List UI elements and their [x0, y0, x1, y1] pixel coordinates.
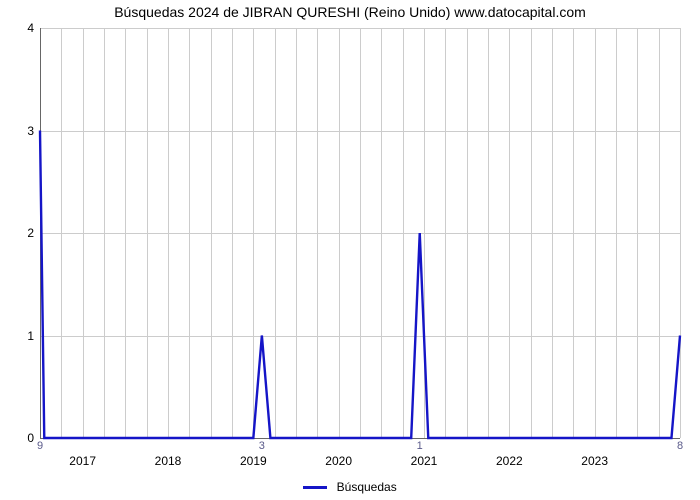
- grid-line-v-major: [680, 28, 681, 438]
- value-label: 9: [37, 440, 43, 452]
- x-tick-label: 2018: [155, 454, 182, 468]
- legend-swatch: [303, 486, 327, 489]
- y-tick-label: 1: [27, 329, 34, 343]
- y-tick-label: 2: [27, 226, 34, 240]
- x-tick-label: 2017: [69, 454, 96, 468]
- y-tick-label: 0: [27, 431, 34, 445]
- y-tick-label: 3: [27, 124, 34, 138]
- value-label: 3: [259, 440, 265, 452]
- plot-area: 0123420172018201920202021202220239318: [40, 28, 680, 438]
- x-tick-label: 2022: [496, 454, 523, 468]
- x-tick-label: 2019: [240, 454, 267, 468]
- x-tick-label: 2020: [325, 454, 352, 468]
- legend-label: Búsquedas: [337, 480, 397, 494]
- value-label: 1: [417, 440, 423, 452]
- chart-container: Búsquedas 2024 de JIBRAN QURESHI (Reino …: [0, 0, 700, 500]
- legend: Búsquedas: [0, 480, 700, 494]
- value-label: 8: [677, 440, 683, 452]
- series-line: [40, 28, 680, 438]
- y-tick-label: 4: [27, 21, 34, 35]
- chart-title: Búsquedas 2024 de JIBRAN QURESHI (Reino …: [0, 4, 700, 20]
- x-tick-label: 2023: [581, 454, 608, 468]
- x-tick-label: 2021: [411, 454, 438, 468]
